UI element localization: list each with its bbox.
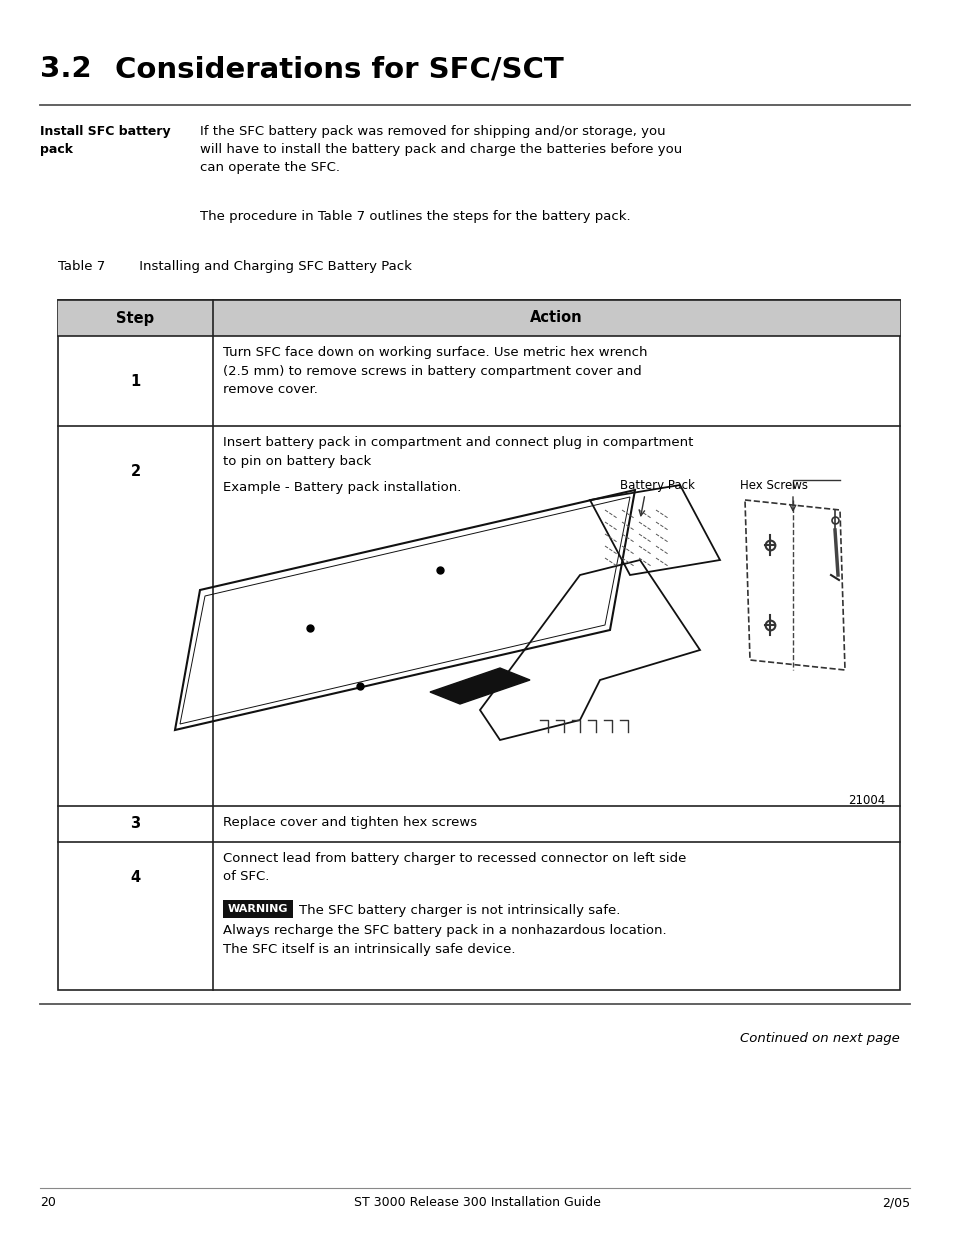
Text: Insert battery pack in compartment and connect plug in compartment
to pin on bat: Insert battery pack in compartment and c… <box>223 436 693 468</box>
Text: If the SFC battery pack was removed for shipping and/or storage, you: If the SFC battery pack was removed for … <box>200 125 665 138</box>
Text: Install SFC battery
pack: Install SFC battery pack <box>40 125 171 156</box>
Text: 3: 3 <box>131 816 140 831</box>
Text: will have to install the battery pack and charge the batteries before you: will have to install the battery pack an… <box>200 143 681 156</box>
Text: Turn SFC face down on working surface. Use metric hex wrench
(2.5 mm) to remove : Turn SFC face down on working surface. U… <box>223 346 647 396</box>
Text: Example - Battery pack installation.: Example - Battery pack installation. <box>223 480 461 494</box>
Polygon shape <box>430 668 530 704</box>
Bar <box>58 300 899 336</box>
Text: Considerations for SFC/SCT: Considerations for SFC/SCT <box>115 56 563 83</box>
Text: The procedure in Table 7 outlines the steps for the battery pack.: The procedure in Table 7 outlines the st… <box>200 210 630 224</box>
Text: Replace cover and tighten hex screws: Replace cover and tighten hex screws <box>223 816 476 829</box>
Polygon shape <box>744 500 844 671</box>
Text: 20: 20 <box>40 1195 56 1209</box>
Text: Always recharge the SFC battery pack in a nonhazardous location.
The SFC itself : Always recharge the SFC battery pack in … <box>223 924 666 956</box>
Text: WARNING: WARNING <box>228 904 288 914</box>
Text: Table 7        Installing and Charging SFC Battery Pack: Table 7 Installing and Charging SFC Batt… <box>58 261 412 273</box>
Text: Continued on next page: Continued on next page <box>740 1032 899 1045</box>
Text: 2: 2 <box>131 463 140 478</box>
Text: can operate the SFC.: can operate the SFC. <box>200 161 339 174</box>
Text: 1: 1 <box>131 373 140 389</box>
Text: Battery Pack: Battery Pack <box>619 479 694 492</box>
Text: Hex Screws: Hex Screws <box>740 479 807 492</box>
Text: The SFC battery charger is not intrinsically safe.: The SFC battery charger is not intrinsic… <box>298 904 619 918</box>
Text: 2/05: 2/05 <box>881 1195 909 1209</box>
Bar <box>223 900 293 918</box>
Text: 3.2: 3.2 <box>40 56 91 83</box>
Text: ST 3000 Release 300 Installation Guide: ST 3000 Release 300 Installation Guide <box>354 1195 599 1209</box>
Text: 4: 4 <box>131 869 140 884</box>
Bar <box>58 300 899 990</box>
Text: Connect lead from battery charger to recessed connector on left side
of SFC.: Connect lead from battery charger to rec… <box>223 852 685 883</box>
Text: Step: Step <box>116 310 154 326</box>
Text: Action: Action <box>530 310 582 326</box>
Text: 21004: 21004 <box>847 794 884 806</box>
